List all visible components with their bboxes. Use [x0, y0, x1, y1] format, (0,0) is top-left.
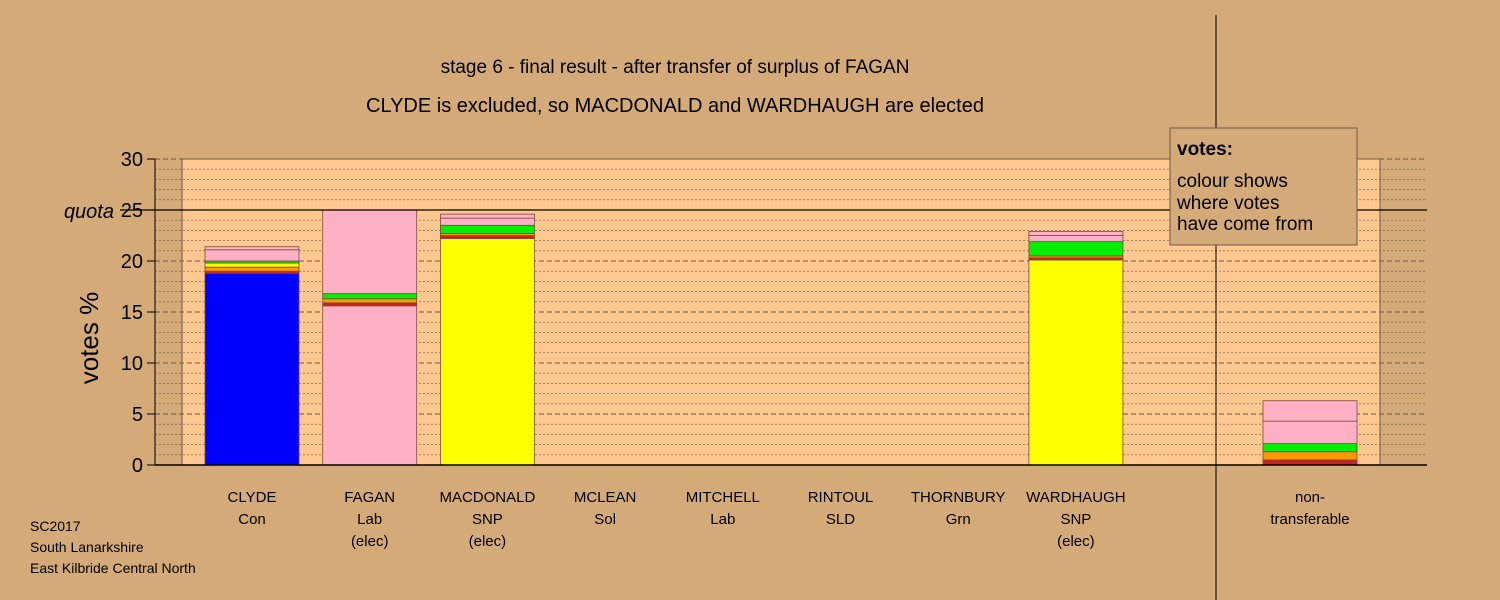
candidate-label: CLYDE	[228, 489, 277, 506]
bar-segment	[322, 302, 418, 307]
bar-segment	[1028, 241, 1124, 257]
bar-segment	[1028, 231, 1124, 236]
footer: SC2017 South Lanarkshire East Kilbride C…	[30, 518, 196, 576]
footer-line-3: East Kilbride Central North	[30, 560, 196, 576]
bar-segment	[1028, 259, 1124, 466]
bar-macdonald	[439, 213, 535, 466]
candidate-label: SNP	[472, 511, 503, 528]
bar-segment	[439, 217, 535, 226]
candidate-label: (elec)	[469, 533, 507, 550]
candidate-label: FAGAN	[344, 489, 395, 506]
candidate-label: Grn	[946, 511, 971, 528]
quota-label: quota	[64, 201, 114, 223]
bar-segment	[1262, 443, 1358, 453]
bar-segment	[439, 238, 535, 466]
bar-fagan	[322, 209, 418, 466]
candidate-label: THORNBURY	[911, 489, 1006, 506]
legend-line-2: where votes	[1176, 193, 1279, 214]
y-tick-label: 25	[121, 200, 143, 222]
candidate-label: MCLEAN	[574, 489, 637, 506]
bar-segment	[204, 262, 300, 268]
non-transferable-label: non-	[1295, 489, 1325, 506]
chart-subtitle: CLYDE is excluded, so MACDONALD and WARD…	[366, 95, 984, 117]
bar-segment	[204, 272, 300, 466]
y-axis-label: votes %	[74, 292, 104, 385]
y-tick-label: 5	[132, 404, 143, 426]
candidate-label: Lab	[710, 511, 735, 528]
bar-wardhaugh	[1028, 231, 1124, 466]
bar-non-transferable	[1262, 400, 1358, 466]
candidate-label: Con	[238, 511, 266, 528]
bar-segment	[204, 249, 300, 262]
y-tick-label: 10	[121, 353, 143, 375]
bar-segment	[1028, 235, 1124, 243]
bar-segment	[322, 293, 418, 300]
candidate-label: MITCHELL	[686, 489, 760, 506]
footer-line-1: SC2017	[30, 518, 81, 534]
bar-segment	[322, 298, 418, 304]
bar-segment	[1262, 451, 1358, 461]
bar-segment	[322, 305, 418, 466]
candidate-label: (elec)	[1057, 533, 1095, 550]
bar-segment	[439, 224, 535, 234]
legend-title: votes:	[1177, 139, 1233, 160]
bar-segment	[439, 235, 535, 239]
legend-box	[1169, 127, 1358, 246]
bar-segment	[204, 266, 300, 272]
candidate-label: RINTOUL	[808, 489, 874, 506]
chart-title: stage 6 - final result - after transfer …	[441, 57, 910, 78]
bar-segment	[204, 246, 300, 251]
legend-line-3: have come from	[1177, 214, 1313, 235]
candidate-label: SLD	[826, 511, 855, 528]
y-tick-label: 0	[132, 455, 143, 477]
bar-segment	[439, 213, 535, 219]
candidate-label: Sol	[594, 511, 616, 528]
bar-segment	[1262, 400, 1358, 422]
candidate-label: MACDONALD	[439, 489, 535, 506]
bar-clyde	[204, 246, 300, 466]
y-tick-label: 20	[121, 251, 143, 273]
bar-segment	[322, 209, 418, 295]
legend-line-1: colour shows	[1177, 171, 1288, 192]
candidate-label: Lab	[357, 511, 382, 528]
footer-line-2: South Lanarkshire	[30, 539, 144, 555]
legend: votes: colour shows where votes have com…	[1169, 127, 1358, 246]
y-tick-label: 30	[121, 149, 143, 171]
bar-segment	[1262, 459, 1358, 466]
non-transferable-label: transferable	[1270, 511, 1349, 528]
candidate-label: SNP	[1060, 511, 1091, 528]
bar-segment	[1262, 420, 1358, 444]
y-tick-label: 15	[121, 302, 143, 324]
candidate-label: WARDHAUGH	[1026, 489, 1125, 506]
candidate-label: (elec)	[351, 533, 389, 550]
